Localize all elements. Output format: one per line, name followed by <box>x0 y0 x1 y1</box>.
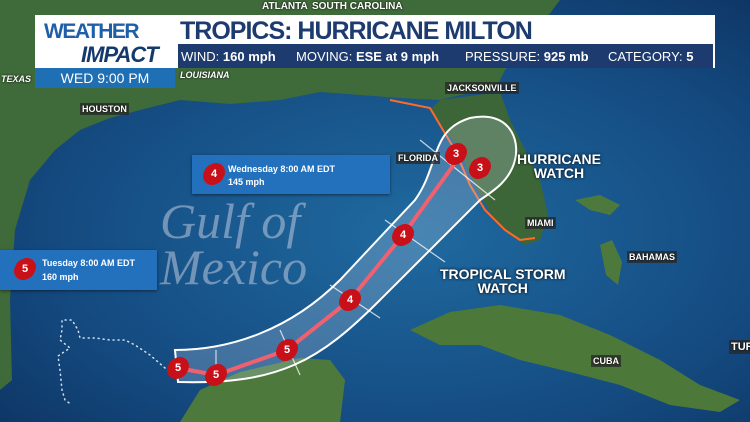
forecast-box-tuesday: 5 Tuesday 8:00 AM EDT 160 mph <box>0 250 157 290</box>
hurricane-icon-point[interactable]: 4 <box>340 290 360 310</box>
stat-value: 160 mph <box>222 49 276 64</box>
hurricane-icon-current[interactable]: 5 <box>168 358 188 378</box>
stat-moving: MOVING: ESE at 9 mph <box>296 49 439 64</box>
hurricane-watch-line1: HURRICANE <box>517 151 601 167</box>
label-texas: TEXAS <box>1 74 32 84</box>
hurricane-icon: 4 <box>204 164 224 184</box>
bahamas <box>575 195 622 285</box>
tropical-storm-watch-label: TROPICAL STORM WATCH <box>440 267 566 295</box>
mexico-coast <box>0 300 12 390</box>
label-bahamas: BAHAMAS <box>627 251 677 263</box>
forecast-cone <box>173 115 518 384</box>
label-jacksonville: JACKSONVILLE <box>445 82 519 94</box>
forecast-wind: 145 mph <box>228 177 265 187</box>
hurricane-icon-point[interactable]: 3 <box>446 144 466 164</box>
label-atlanta: ATLANTA <box>262 1 308 12</box>
label-florida: FLORIDA <box>396 152 440 164</box>
logo-line1: WEATHER <box>44 20 140 43</box>
page-title: TROPICS: HURRICANE MILTON <box>180 17 533 45</box>
stat-label: WIND: <box>181 49 220 64</box>
hurricane-watch-line2: WATCH <box>533 165 585 181</box>
weather-impact-logo: WEATHER IMPACT <box>35 15 178 68</box>
hurricane-icon-point[interactable]: 5 <box>206 365 226 385</box>
ts-watch-line1: TROPICAL STORM <box>440 266 566 282</box>
label-houston: HOUSTON <box>80 103 129 115</box>
forecast-time: Wednesday 8:00 AM EDT <box>228 164 336 174</box>
label-turks: TUR <box>729 340 750 354</box>
stat-value: 5 <box>686 49 694 64</box>
hurricane-icon-landfall[interactable]: 3 <box>470 158 490 178</box>
forecast-box-wednesday: 4 Wednesday 8:00 AM EDT 145 mph <box>192 155 390 194</box>
hurricane-icon: 5 <box>15 259 35 279</box>
stat-value: 925 mb <box>543 49 589 64</box>
hurricane-icon-point[interactable]: 4 <box>393 225 413 245</box>
forecast-time: Tuesday 8:00 AM EDT <box>42 258 136 268</box>
label-south-carolina: SOUTH CAROLINA <box>312 1 403 12</box>
timestamp: WED 9:00 PM <box>35 68 175 88</box>
gulf-watermark: Gulf of Mexico <box>160 193 308 295</box>
stat-category: CATEGORY: 5 <box>608 49 694 64</box>
stat-label: PRESSURE: <box>465 49 541 64</box>
stat-value: ESE at 9 mph <box>355 49 440 64</box>
ts-watch-line2: WATCH <box>477 280 528 296</box>
stat-wind: WIND: 160 mph <box>181 49 276 64</box>
hurricane-icon-point[interactable]: 5 <box>277 340 297 360</box>
hurricane-warning-coast <box>389 99 536 242</box>
label-miami: MIAMI <box>525 217 556 229</box>
stat-pressure: PRESSURE: 925 mb <box>465 49 589 64</box>
label-cuba: CUBA <box>591 355 621 367</box>
title-bar: TROPICS: HURRICANE MILTON <box>178 15 715 45</box>
yucatan <box>180 358 345 422</box>
logo-line2: IMPACT <box>81 42 159 67</box>
forecast-wind: 160 mph <box>42 272 79 282</box>
hurricane-watch-label: HURRICANE WATCH <box>517 152 601 180</box>
stat-label: CATEGORY: <box>608 49 683 64</box>
stats-bar: WIND: 160 mph MOVING: ESE at 9 mph PRESS… <box>178 44 715 68</box>
label-louisiana: LOUISIANA <box>180 70 230 80</box>
stat-label: MOVING: <box>296 49 353 64</box>
cuba <box>410 305 740 412</box>
